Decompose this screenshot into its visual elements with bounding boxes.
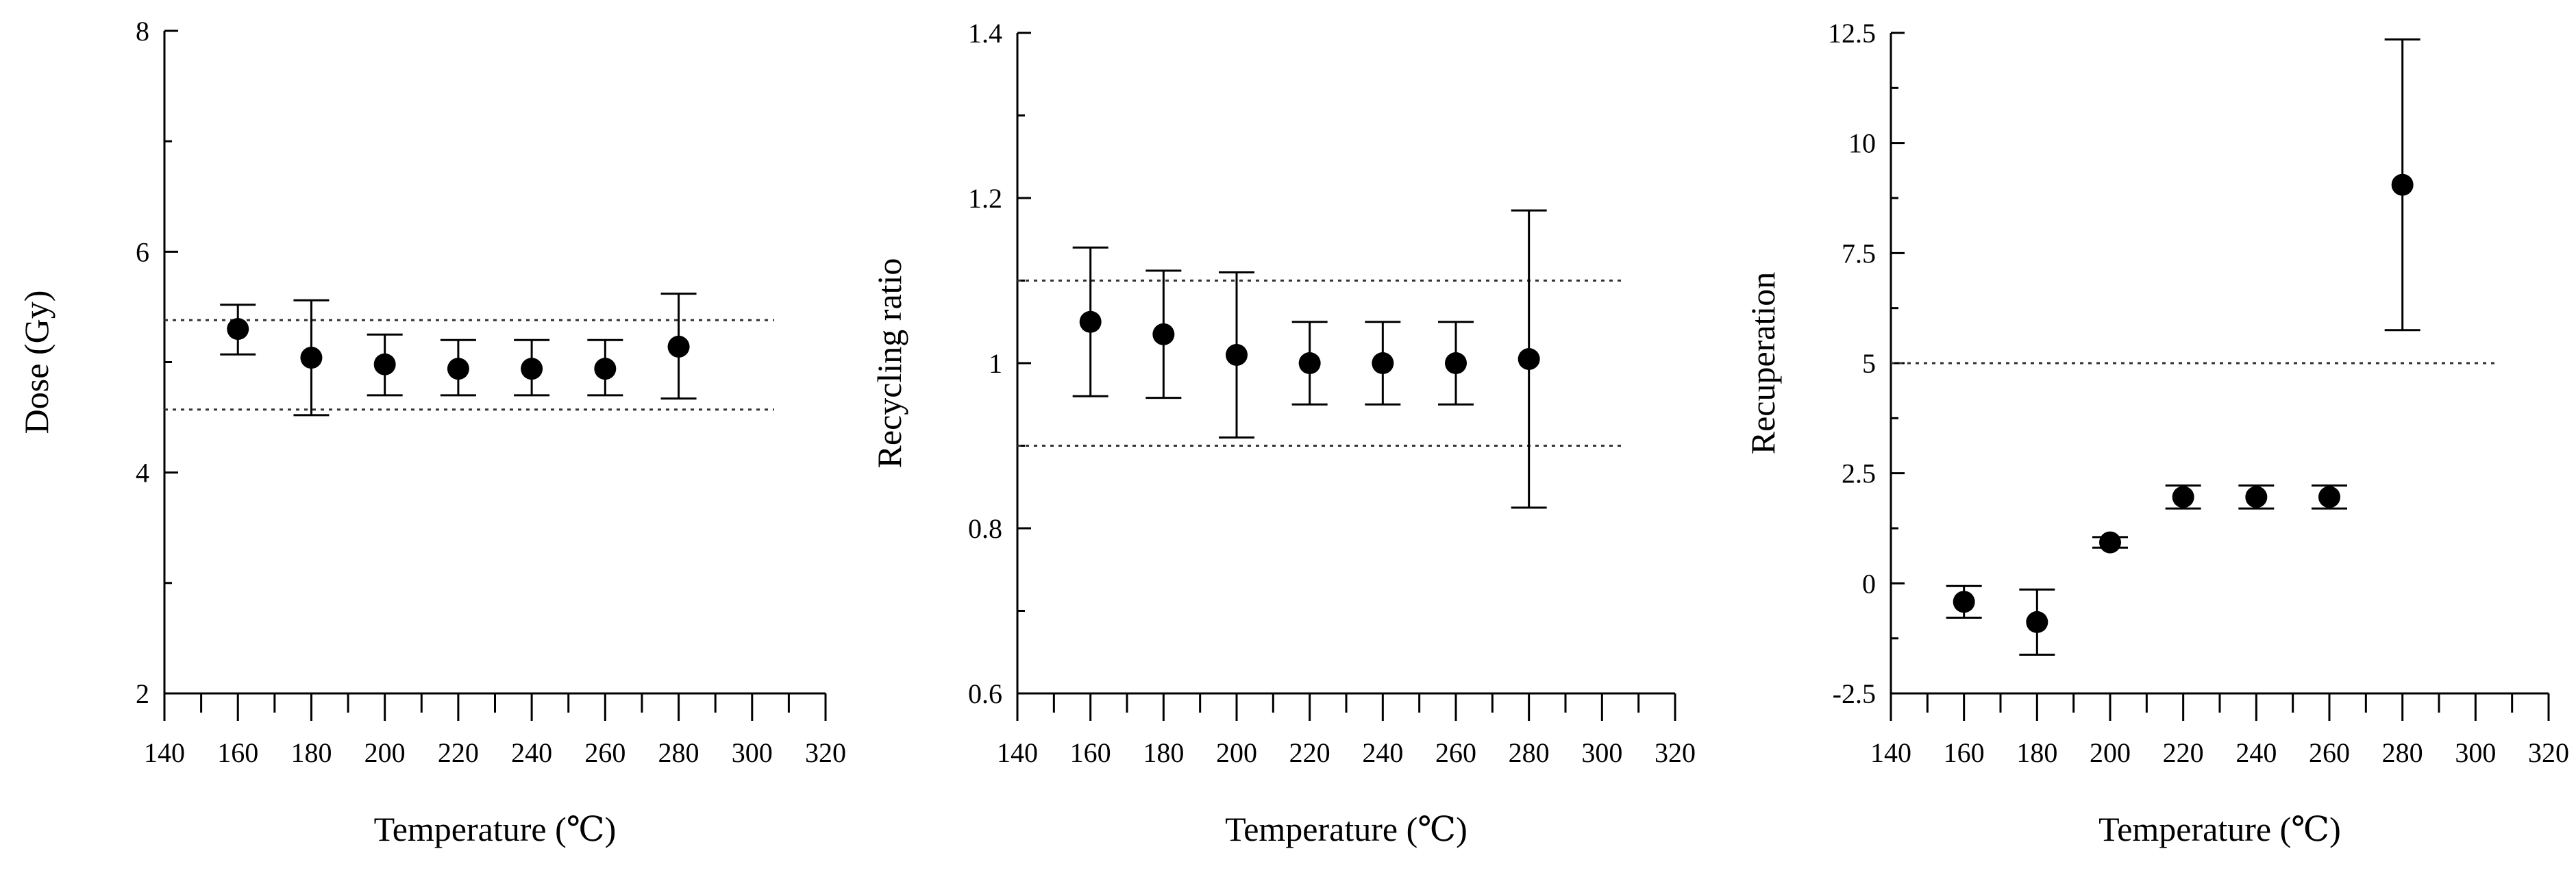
data-point (1079, 310, 1102, 333)
x-tick-label: 240 (1362, 737, 1403, 768)
x-tick-label: 280 (2382, 737, 2423, 768)
data-point (521, 358, 543, 380)
y-tick-label: 6 (136, 236, 149, 267)
x-tick-label: 140 (144, 737, 185, 768)
x-axis-title: Temperature (℃) (374, 810, 617, 848)
y-tick-label: -2.5 (1833, 678, 1876, 709)
chart-panel-1: 2 4 6 8 140 160 180 200 220 240 260 280 300 320 Temper… (17, 16, 846, 848)
data-point (1152, 323, 1175, 345)
chart-panel-3: -2.5 0 2.5 5 7.5 10 12.5 140 160 180 200 220 240 260 2… (1744, 18, 2569, 848)
x-tick-label: 260 (2309, 737, 2350, 768)
y-tick-label: 0.6 (968, 678, 1002, 709)
y-tick-label: 7.5 (1842, 238, 1876, 269)
y-axis-title: Recuperation (1744, 272, 1782, 455)
x-tick-label: 200 (2090, 737, 2131, 768)
y-tick-label: 10 (1848, 128, 1876, 159)
x-tick-label: 220 (438, 737, 479, 768)
data-point (1372, 352, 1394, 374)
chart-panel-2: 0.6 0.8 1 1.2 1.4 140 160 180 200 220 240 260 280 300… (870, 18, 1696, 848)
y-axis-title: Dose (Gy) (17, 291, 55, 434)
x-tick-label: 300 (2455, 737, 2496, 768)
y-tick-label: 0.8 (968, 513, 1002, 544)
x-tick-label: 300 (1581, 737, 1622, 768)
x-tick-label: 140 (1870, 737, 1911, 768)
x-tick-label: 240 (511, 737, 552, 768)
y-tick-label: 12.5 (1828, 18, 1876, 49)
x-axis-title: Temperature (℃) (1225, 810, 1467, 848)
y-tick-label: 1.2 (968, 183, 1002, 214)
x-tick-label: 240 (2236, 737, 2277, 768)
x-tick-label: 220 (1289, 737, 1330, 768)
data-point (2391, 173, 2414, 196)
data-point (1953, 591, 1975, 613)
y-tick-label: 4 (136, 458, 149, 489)
x-tick-label: 280 (1509, 737, 1550, 768)
x-tick-label: 320 (2528, 737, 2569, 768)
x-tick-label: 160 (1070, 737, 1111, 768)
data-point (2026, 611, 2048, 633)
data-point (1445, 352, 1467, 374)
y-tick-label: 5 (1862, 348, 1876, 379)
data-point (447, 358, 469, 380)
x-tick-label: 180 (2016, 737, 2057, 768)
x-tick-label: 180 (1143, 737, 1184, 768)
x-tick-label: 260 (584, 737, 626, 768)
y-tick-label: 1.4 (968, 18, 1002, 49)
y-tick-label: 2.5 (1842, 458, 1876, 489)
x-axis-title: Temperature (℃) (2098, 810, 2341, 848)
y-axis-title: Recycling ratio (870, 258, 908, 469)
y-tick-label: 0 (1862, 568, 1876, 599)
x-tick-label: 320 (805, 737, 846, 768)
data-point (1226, 343, 1248, 366)
x-tick-label: 320 (1655, 737, 1696, 768)
x-tick-label: 160 (1944, 737, 1985, 768)
x-tick-label: 300 (732, 737, 773, 768)
x-tick-label: 200 (364, 737, 406, 768)
x-tick-label: 220 (2163, 737, 2204, 768)
data-point (2245, 486, 2268, 508)
data-point (667, 335, 690, 358)
y-tick-label: 2 (136, 678, 149, 709)
data-point (373, 353, 396, 375)
data-point (594, 358, 617, 380)
data-point (227, 318, 249, 341)
data-point (1518, 347, 1540, 370)
x-tick-label: 260 (1435, 737, 1476, 768)
y-tick-label: 8 (136, 16, 149, 47)
x-tick-label: 280 (658, 737, 699, 768)
x-tick-label: 200 (1216, 737, 1257, 768)
data-point (2099, 531, 2121, 554)
y-tick-label: 1 (989, 348, 1002, 379)
data-point (300, 347, 323, 369)
data-point (1298, 352, 1321, 374)
data-point (2318, 486, 2340, 508)
data-point (2172, 486, 2194, 508)
x-tick-label: 180 (290, 737, 332, 768)
x-tick-label: 160 (217, 737, 258, 768)
x-tick-label: 140 (997, 737, 1038, 768)
